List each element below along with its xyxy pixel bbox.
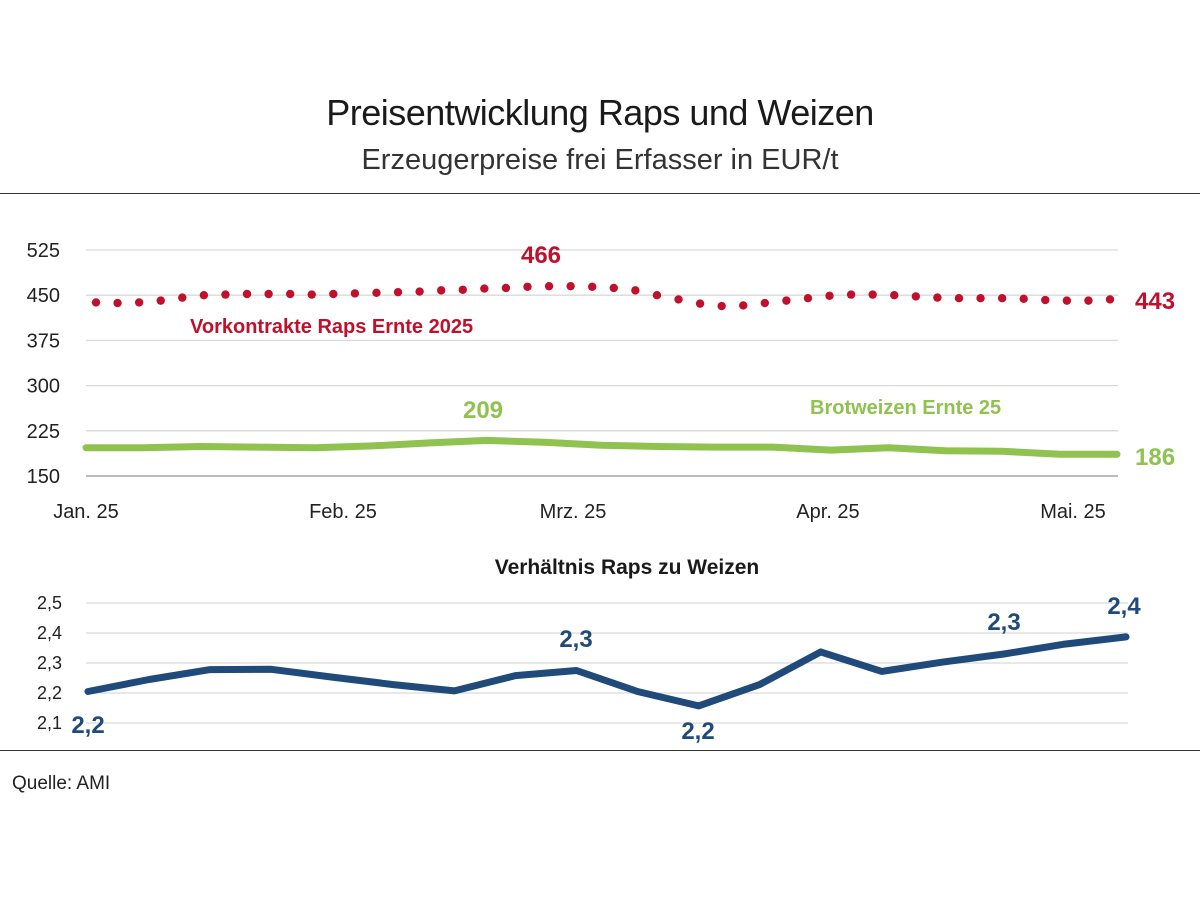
top-divider	[0, 193, 1200, 194]
raps-point	[911, 292, 921, 301]
raps-point	[739, 301, 748, 310]
raps-point	[868, 290, 877, 299]
raps-point	[113, 298, 122, 308]
raps-point	[372, 288, 381, 297]
raps-point	[782, 296, 791, 305]
weizen-data-label: 209	[463, 397, 503, 424]
ratio-y-tick-label: 2,3	[37, 653, 62, 673]
ratio-data-label: 2,4	[1107, 593, 1141, 620]
raps-series	[91, 281, 1115, 311]
bottom-divider	[0, 750, 1200, 751]
ratio-y-tick-label: 2,4	[37, 623, 62, 643]
weizen-series-label: Brotweizen Ernte 25	[810, 397, 1001, 419]
x-tick-label: Jan. 25	[53, 501, 119, 523]
raps-point	[458, 285, 467, 294]
raps-point	[178, 293, 187, 302]
x-tick-label: Mai. 25	[1040, 501, 1106, 523]
raps-point	[415, 287, 424, 296]
ratio-data-label: 2,3	[987, 609, 1020, 636]
raps-point	[976, 294, 985, 303]
raps-point	[997, 294, 1007, 303]
raps-point	[242, 289, 252, 299]
weizen-data-label: 186	[1135, 444, 1175, 471]
price-chart: 525 450 375 300 225 150 Jan. 25 Feb. 25 Mrz. 25 A…	[27, 240, 1175, 523]
raps-series-label: Vorkontrakte Raps Ernte 2025	[190, 316, 473, 338]
raps-point	[695, 299, 705, 308]
raps-point	[264, 289, 273, 299]
raps-point	[588, 282, 597, 291]
x-tick-label: Mrz. 25	[540, 501, 607, 523]
raps-point	[91, 298, 101, 307]
raps-point	[285, 289, 295, 299]
raps-point	[134, 298, 144, 307]
raps-point	[846, 290, 856, 299]
raps-point	[307, 290, 316, 299]
raps-point	[480, 284, 489, 293]
ratio-data-label: 2,3	[559, 626, 592, 653]
raps-point	[199, 291, 209, 300]
raps-point	[652, 291, 662, 300]
raps-point	[717, 301, 726, 311]
raps-point	[954, 294, 964, 303]
ratio-series-line	[84, 633, 1130, 710]
raps-point	[1041, 295, 1050, 305]
raps-point	[566, 281, 575, 291]
raps-point	[393, 287, 403, 297]
raps-point	[1084, 296, 1093, 305]
ratio-y-tick-label: 2,5	[37, 593, 62, 613]
raps-point	[825, 291, 834, 301]
raps-point	[1062, 296, 1072, 305]
raps-point	[501, 283, 511, 293]
raps-data-label: 443	[1135, 288, 1175, 315]
raps-point	[329, 289, 338, 299]
ratio-y-tick-label: 2,2	[37, 683, 62, 703]
weizen-series-line	[82, 436, 1121, 458]
y-tick-label: 525	[27, 240, 60, 262]
ratio-chart: Verhältnis Raps zu Weizen 2,5 2,4 2,3 2,2 2,1…	[37, 556, 1141, 745]
raps-point	[221, 290, 230, 299]
raps-point	[674, 295, 683, 304]
raps-point	[156, 296, 165, 305]
ratio-data-label: 2,2	[681, 718, 714, 745]
x-tick-label: Feb. 25	[309, 501, 377, 523]
raps-data-label: 466	[521, 242, 561, 269]
chart-title: Preisentwicklung Raps und Weizen	[326, 92, 874, 133]
raps-point	[890, 291, 899, 300]
ratio-y-tick-label: 2,1	[37, 713, 62, 733]
y-tick-label: 300	[27, 376, 60, 398]
raps-point	[544, 281, 554, 291]
raps-point	[760, 298, 770, 308]
raps-point	[933, 293, 942, 302]
raps-point	[609, 283, 618, 293]
y-tick-label: 225	[27, 421, 60, 443]
raps-point	[803, 294, 813, 303]
ratio-chart-title: Verhältnis Raps zu Weizen	[495, 556, 760, 579]
raps-point	[350, 289, 360, 298]
y-tick-label: 150	[27, 466, 60, 488]
chart-subtitle: Erzeugerpreise frei Erfasser in EUR/t	[361, 144, 839, 176]
raps-point	[523, 282, 532, 291]
ratio-data-label: 2,2	[71, 712, 104, 739]
y-tick-label: 375	[27, 330, 60, 352]
raps-point	[1019, 294, 1028, 304]
raps-point	[631, 286, 640, 295]
raps-point	[436, 286, 446, 295]
source-note: Quelle: AMI	[12, 773, 111, 794]
x-tick-label: Apr. 25	[796, 501, 859, 523]
y-tick-label: 450	[27, 285, 60, 307]
raps-point	[1105, 295, 1115, 304]
